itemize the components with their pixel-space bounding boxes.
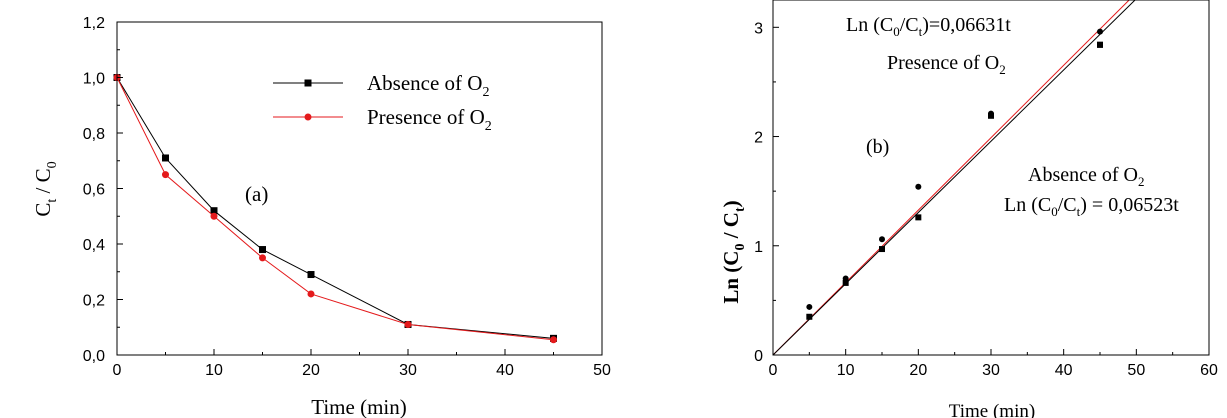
- panel-a-y-axis-label: Ct / C0: [31, 161, 60, 216]
- panel-a-y-tick-label: 0,6: [83, 182, 105, 199]
- panel-a-plot-frame: [116, 21, 603, 356]
- panel-a-point-square: [162, 154, 169, 162]
- panel-b-point-circle: [1097, 28, 1103, 35]
- panel-a-y-tick-label: 0,8: [83, 126, 105, 143]
- panel-b-x-tick-label: 60: [1200, 362, 1218, 379]
- panel-b-point-square: [1097, 41, 1103, 48]
- panel-a-point-circle: [550, 336, 557, 344]
- panel-b-x-tick-label: 50: [1127, 362, 1145, 379]
- legend-label-presence: Presence of O2: [367, 105, 492, 134]
- fit-caption-presence: Presence of O2: [887, 52, 1006, 77]
- panel-a-legend: Absence of O2 Presence of O2: [273, 71, 492, 134]
- panel-b-point-circle: [915, 183, 922, 190]
- panel-b-y-tick-label: 3: [754, 20, 763, 37]
- panel-a: 0 10 20 30 40 50 0,0 0,2 0,4 0,6 0,8 1,0 1,2 Time (m…: [31, 15, 611, 418]
- fit-equation-absence: Ln (C0/Ct) = 0,06523t: [1004, 194, 1179, 219]
- panel-b-tag: (b): [866, 136, 889, 158]
- panel-a-point-square: [307, 271, 315, 279]
- panel-a-data-marks: [113, 74, 557, 344]
- legend-marker-presence: [304, 113, 312, 121]
- panel-a-ticks: 0 10 20 30 40 50 0,0 0,2 0,4 0,6 0,8 1,0 1,2: [83, 15, 611, 379]
- panel-a-x-tick-label: 0: [113, 362, 122, 379]
- panel-b-data-marks: [772, 0, 1136, 356]
- panel-a-x-tick-label: 10: [205, 362, 223, 379]
- panel-b-x-tick-label: 30: [982, 362, 1000, 379]
- panel-b-y-axis-label: Ln (C0 / Ct): [719, 200, 748, 303]
- panel-a-x-axis-label: Time (min): [311, 395, 406, 418]
- legend-label-absence: Absence of O2: [367, 71, 489, 100]
- panel-b-x-axis-label: Time (min): [949, 401, 1035, 418]
- panel-a-y-tick-label: 0,0: [83, 348, 105, 365]
- panel-b-x-tick-label: 20: [909, 362, 927, 379]
- panel-a-x-tick-label: 50: [593, 362, 611, 379]
- panel-a-y-tick-label: 1,0: [83, 71, 105, 88]
- panel-a-tag: (a): [245, 182, 268, 206]
- panel-b-point-circle: [988, 110, 994, 117]
- legend-marker-absence: [304, 79, 312, 87]
- panel-a-point-circle: [307, 290, 315, 298]
- panel-a-y-tick-label: 0,2: [83, 293, 105, 310]
- panel-b-point-square: [842, 279, 849, 286]
- panel-a-x-tick-label: 30: [399, 362, 417, 379]
- panel-b-fit-line-1: [772, 0, 1136, 356]
- panel-a-point-circle: [162, 171, 169, 179]
- panel-b-point-square: [915, 214, 922, 221]
- panel-b-point-circle: [879, 236, 885, 243]
- panel-b-x-tick-label: 0: [769, 362, 778, 379]
- panel-a-point-square: [259, 246, 266, 254]
- panel-a-x-tick-label: 20: [302, 362, 320, 379]
- panel-a-point-circle: [210, 212, 218, 220]
- panel-a-point-circle: [259, 254, 266, 262]
- panel-a-y-tick-label: 0,4: [83, 237, 105, 254]
- fit-caption-absence: Absence of O2: [1028, 164, 1144, 189]
- panel-b-x-tick-label: 10: [837, 362, 855, 379]
- panel-b-ticks: 0 10 20 30 40 50 60 0 1 2 3: [754, 20, 1218, 379]
- panel-b-y-tick-label: 1: [754, 239, 763, 256]
- panel-a-y-tick-label: 1,2: [83, 15, 105, 32]
- fit-equation-presence: Ln (C0/Ct)=0,06631t: [846, 14, 1011, 39]
- panel-b-fit-line-0: [772, 0, 1130, 356]
- panel-b-y-tick-label: 2: [754, 130, 763, 147]
- panel-b-point-circle: [842, 275, 849, 282]
- panel-b-point-square: [879, 246, 885, 253]
- panel-b-y-tick-label: 0: [754, 348, 763, 365]
- panel-a-point-square: [210, 207, 218, 215]
- panel-b: 0 10 20 30 40 50 60 0 1 2 3 Time (min) Ln (C0 / Ct…: [719, 0, 1218, 418]
- panel-b-point-square: [806, 313, 813, 320]
- panel-b-x-tick-label: 40: [1055, 362, 1073, 379]
- panel-b-point-circle: [806, 303, 813, 310]
- panel-a-x-tick-label: 40: [496, 362, 514, 379]
- panel-a-point-circle: [404, 320, 412, 328]
